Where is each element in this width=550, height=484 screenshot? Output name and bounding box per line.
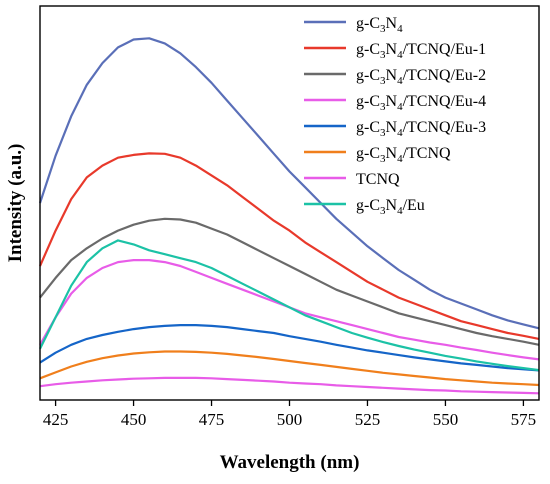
legend-label: g-C3N4/TCNQ/Eu-1 — [356, 41, 486, 61]
x-axis-title: Wavelength (nm) — [220, 452, 360, 473]
x-tick-label: 550 — [433, 410, 459, 429]
x-tick-label: 575 — [511, 410, 537, 429]
legend-label: g-C3N4/Eu — [356, 197, 425, 217]
legend-label: g-C3N4/TCNQ — [356, 145, 451, 165]
x-tick-label: 525 — [355, 410, 381, 429]
plot-lines — [38, 37, 540, 395]
y-axis-title: Intensity (a.u.) — [5, 144, 26, 263]
series-line-2 — [38, 152, 540, 340]
plot-frame — [39, 5, 540, 401]
legend: g-C3N4 g-C3N4/TCNQ/Eu-1 g-C3N4/TCNQ/Eu-2 g-… — [304, 15, 486, 217]
legend-label: g-C3N4/TCNQ/Eu-3 — [356, 119, 486, 139]
series-line-1 — [38, 37, 540, 330]
legend-label: g-C3N4 — [356, 15, 403, 35]
legend-label: g-C3N4/TCNQ/Eu-4 — [356, 93, 486, 113]
series-line-6 — [39, 350, 540, 387]
series-line-3 — [39, 217, 540, 346]
x-axis-ticks: 425 450 475 500 525 550 575 — [43, 400, 536, 429]
x-tick-label: 475 — [199, 410, 225, 429]
legend-label: TCNQ — [356, 171, 400, 188]
series-line-4 — [39, 259, 540, 361]
x-tick-label: 450 — [121, 410, 147, 429]
legend-label: g-C3N4/TCNQ/Eu-2 — [356, 67, 486, 87]
x-tick-label: 425 — [43, 410, 69, 429]
series-line-8 — [39, 239, 540, 372]
x-tick-label: 500 — [277, 410, 303, 429]
series-line-7 — [39, 376, 540, 395]
series-line-5 — [39, 324, 540, 372]
